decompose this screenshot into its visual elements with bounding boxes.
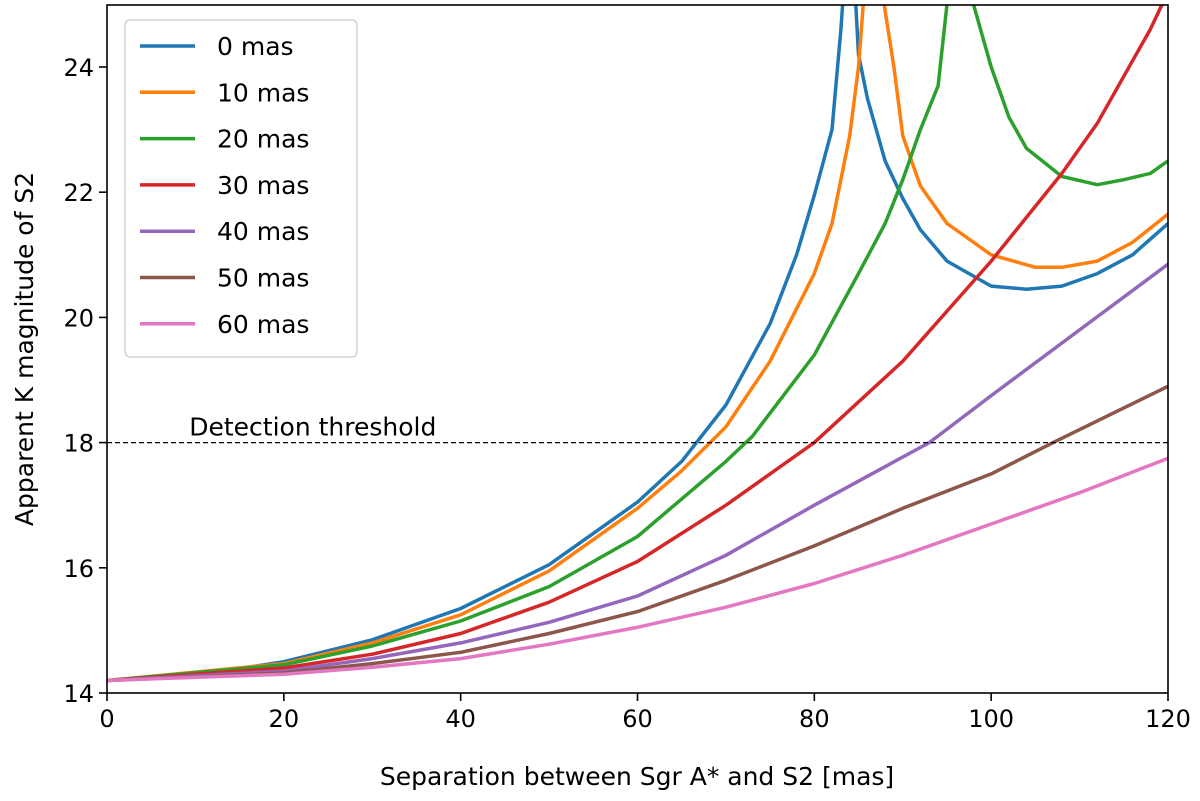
x-tick-label: 20 — [269, 705, 300, 733]
legend-label-3: 30 mas — [217, 171, 309, 200]
legend-label-1: 10 mas — [217, 78, 309, 107]
series-line-5 — [107, 384, 1168, 683]
y-tick-label: 16 — [63, 555, 94, 583]
y-axis-label: Apparent K magnitude of S2 — [10, 172, 39, 526]
y-tick-label: 20 — [63, 304, 94, 332]
x-tick-label: 80 — [799, 705, 830, 733]
series-line-1 — [107, 5, 1168, 683]
legend-label-5: 50 mas — [217, 264, 309, 293]
y-tick-label: 22 — [63, 179, 94, 207]
legend-label-4: 40 mas — [217, 217, 309, 246]
x-tick-label: 100 — [968, 705, 1014, 733]
legend-frame — [124, 19, 358, 358]
x-tick-label: 60 — [622, 705, 653, 733]
legend-label-6: 60 mas — [217, 310, 309, 339]
x-tick-label: 40 — [445, 705, 476, 733]
y-tick-label: 14 — [63, 680, 94, 708]
detection-threshold-label: Detection threshold — [189, 413, 436, 442]
legend-label-2: 20 mas — [217, 125, 309, 154]
y-tick-label: 24 — [63, 54, 94, 82]
series-line-6 — [107, 456, 1168, 683]
x-tick-label: 0 — [99, 705, 114, 733]
y-tick-label: 18 — [63, 430, 94, 458]
legend: 0 mas 10 mas 20 mas 30 mas 40 mas 50 mas 60 ma… — [124, 19, 358, 358]
x-tick-label: 120 — [1145, 705, 1191, 733]
x-axis-label: Separation between Sgr A* and S2 [mas] — [380, 762, 894, 791]
legend-label-0: 0 mas — [217, 32, 294, 61]
series-line-2 — [107, 5, 1168, 683]
series-line-0 — [107, 5, 1168, 683]
series-line-4 — [107, 262, 1168, 683]
